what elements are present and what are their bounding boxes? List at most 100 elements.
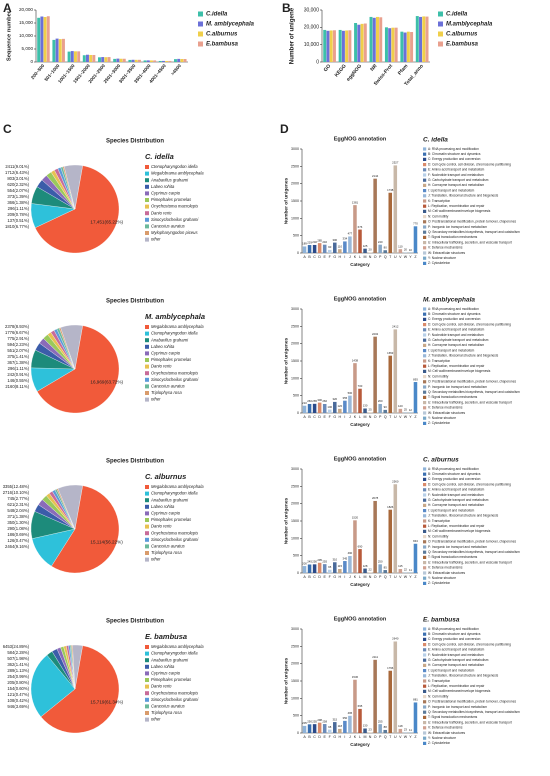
x-tick-label: L	[359, 255, 361, 259]
value-label: 120	[398, 404, 403, 408]
legend-label: other	[151, 557, 161, 562]
bar	[413, 702, 418, 733]
bar	[383, 729, 387, 733]
y-tick-label: 0	[30, 59, 33, 64]
slice-label: 507(1.98%)	[7, 656, 29, 661]
bar	[398, 728, 403, 733]
y-axis-title: Number of unigenes	[283, 497, 289, 544]
legend-swatch	[423, 472, 427, 476]
value-label: 120	[337, 404, 342, 408]
legend-swatch	[145, 231, 149, 235]
bar	[425, 16, 429, 62]
value-label: 345	[343, 556, 348, 560]
slice-label: 371(1.38%)	[7, 514, 29, 519]
value-label: 260	[307, 399, 312, 403]
legend-swatch	[145, 645, 149, 649]
legend-swatch	[423, 741, 427, 745]
slice-label: 137(0.51%)	[7, 218, 29, 223]
legend-label: C.idella	[446, 12, 468, 18]
bar	[348, 715, 352, 733]
legend-swatch	[423, 731, 427, 735]
legend-swatch	[423, 488, 427, 492]
legend-swatch	[145, 325, 149, 329]
x-tick-label: N	[369, 255, 372, 259]
legend-label: A: RNA processing and modification	[428, 307, 479, 311]
legend-swatch	[145, 171, 149, 176]
slice-label: 289(1.13%)	[7, 668, 29, 673]
bar	[323, 29, 327, 62]
x-tick-label: A	[303, 415, 306, 419]
x-tick-label: F	[329, 735, 332, 739]
legend-label: Onychostoma macrolepis	[151, 370, 199, 375]
legend-swatch	[423, 209, 427, 213]
x-tick-label: D	[318, 575, 321, 579]
legend-label: Cyprinus carpio	[151, 671, 181, 676]
x-tick-label: GO	[323, 63, 333, 73]
bar	[338, 728, 342, 733]
value-label: 1738	[387, 188, 394, 192]
x-tick-label: T	[389, 575, 392, 579]
legend-label: Z: Cytoskeleton	[428, 581, 450, 585]
bar	[403, 32, 407, 62]
x-tick-label: O	[374, 255, 377, 259]
bar	[333, 722, 337, 733]
legend-label: K: Transcription	[428, 199, 450, 203]
bar	[410, 32, 414, 62]
bar	[89, 54, 93, 62]
legend-swatch	[423, 663, 427, 667]
x-tick-label: Z	[414, 575, 417, 579]
y-tick-label: 500	[293, 554, 299, 558]
legend-label: Q: Secondary metabolites biosynthesis, t…	[428, 230, 520, 234]
value-label: 334	[343, 237, 348, 241]
chart-title: EggNOG annotation	[334, 136, 387, 142]
legend-label: other	[151, 237, 161, 242]
bar	[143, 60, 147, 62]
legend-swatch	[423, 576, 427, 580]
legend-swatch	[145, 651, 149, 656]
bar	[384, 27, 388, 62]
legend-label: Z: Cytoskeleton	[428, 421, 450, 425]
bar	[70, 51, 74, 62]
bar	[338, 249, 342, 253]
value-label: 125	[363, 244, 368, 248]
slice-label: 146(0.55%)	[7, 378, 29, 383]
value-label: 80	[384, 245, 388, 249]
value-label: 695	[358, 704, 363, 708]
x-tick-label: K	[354, 735, 357, 739]
legend-label: E.bambusa	[206, 42, 239, 48]
bar	[82, 55, 86, 62]
x-tick-label: Q	[384, 415, 387, 419]
legend-label: P: Inorganic ion transport and metabolis…	[428, 225, 487, 229]
x-tick-label: O	[374, 735, 377, 739]
legend-swatch	[423, 514, 427, 518]
bar	[137, 59, 141, 62]
value-label: 1438	[352, 358, 359, 362]
value-label: 255	[378, 719, 383, 723]
legend-swatch	[145, 511, 149, 516]
value-label: 495	[348, 711, 353, 715]
bar	[338, 569, 342, 573]
bar	[332, 30, 336, 62]
legend-swatch	[423, 411, 427, 415]
value-label: 110	[398, 244, 403, 248]
legend-swatch	[423, 246, 427, 250]
legend-label: L: Replication, recombination and repair	[428, 204, 485, 208]
value-label: 770	[413, 222, 418, 226]
legend-swatch	[438, 11, 443, 17]
y-axis-title: Number of unigenes	[283, 337, 289, 384]
y-tick-label: 2000	[291, 342, 299, 346]
bar	[393, 641, 398, 733]
pie-slice	[63, 164, 83, 210]
bar	[168, 60, 172, 62]
x-tick-label: Y	[409, 735, 412, 739]
bar	[394, 27, 398, 62]
value-label: 115	[398, 564, 403, 568]
bar	[98, 57, 101, 62]
legend-swatch	[145, 217, 149, 222]
legend-label: Carassius auratus	[151, 704, 186, 709]
legend-swatch	[423, 157, 427, 161]
legend-swatch	[423, 509, 427, 513]
legend-label: C.alburnus	[206, 32, 238, 38]
x-tick-label: Q	[384, 575, 387, 579]
legend-swatch	[423, 643, 427, 647]
